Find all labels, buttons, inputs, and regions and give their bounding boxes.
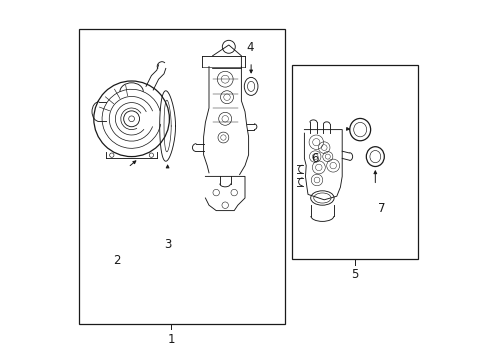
Bar: [79, 29, 285, 324]
Text: 5: 5: [351, 268, 359, 281]
Text: 3: 3: [164, 238, 171, 251]
Text: 4: 4: [246, 41, 254, 54]
Text: 1: 1: [168, 333, 175, 346]
Bar: [292, 65, 418, 259]
Text: 6: 6: [312, 152, 319, 165]
Text: 2: 2: [114, 254, 121, 267]
Text: 7: 7: [378, 202, 386, 215]
